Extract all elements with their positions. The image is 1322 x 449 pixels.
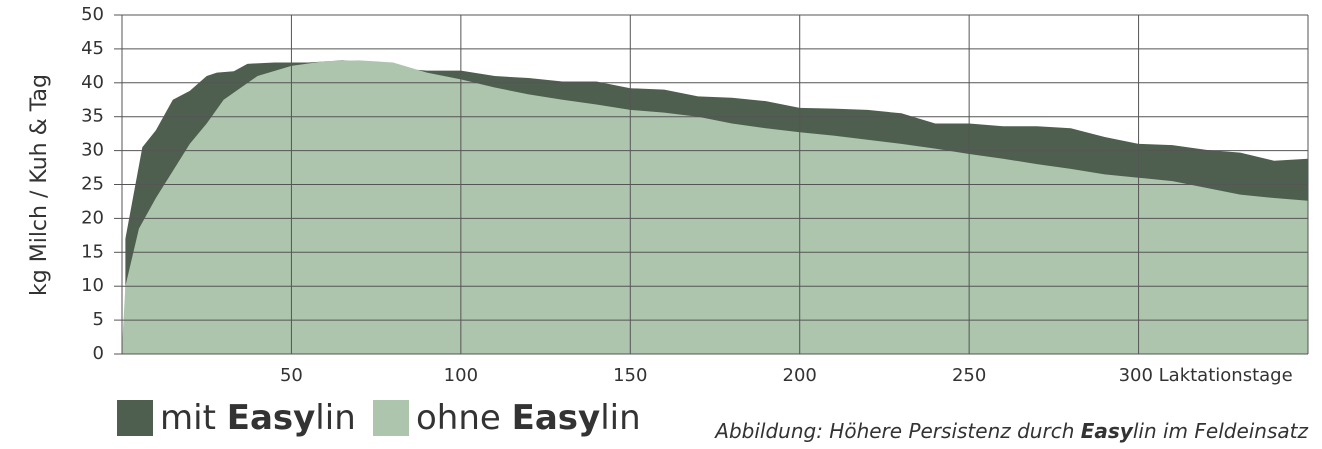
y-tick-label: 0: [93, 343, 104, 364]
y-tick-label: 5: [93, 309, 104, 330]
y-tick-label: 15: [81, 241, 104, 262]
x-tick-label: 250: [952, 365, 986, 386]
x-tick-label: 50: [280, 365, 303, 386]
legend-label: ohne Easylin: [416, 398, 641, 438]
legend-swatch: [117, 400, 153, 436]
y-tick-label: 45: [81, 38, 104, 59]
y-tick-label: 25: [81, 174, 104, 195]
area: [122, 60, 1308, 355]
annotation: Abbildung: Höhere Persistenz durch Easyl…: [713, 419, 1308, 443]
y-tick-label: 30: [81, 140, 104, 161]
y-tick-label: 20: [81, 207, 104, 228]
y-tick-label: 50: [81, 4, 104, 25]
plot-area: [122, 60, 1309, 355]
x-tick-label: 300 Laktationstage: [1119, 365, 1293, 386]
x-tick-label: 100: [444, 365, 478, 386]
y-tick-label: 10: [81, 275, 104, 296]
x-tick-label: 200: [783, 365, 817, 386]
legend-label: mit Easylin: [160, 398, 356, 438]
y-tick-label: 35: [81, 106, 104, 127]
y-axis-label: kg Milch / Kuh & Tag: [27, 74, 52, 296]
legend-swatch: [373, 400, 409, 436]
x-tick-label: 150: [613, 365, 647, 386]
y-tick-label: 40: [81, 72, 104, 93]
